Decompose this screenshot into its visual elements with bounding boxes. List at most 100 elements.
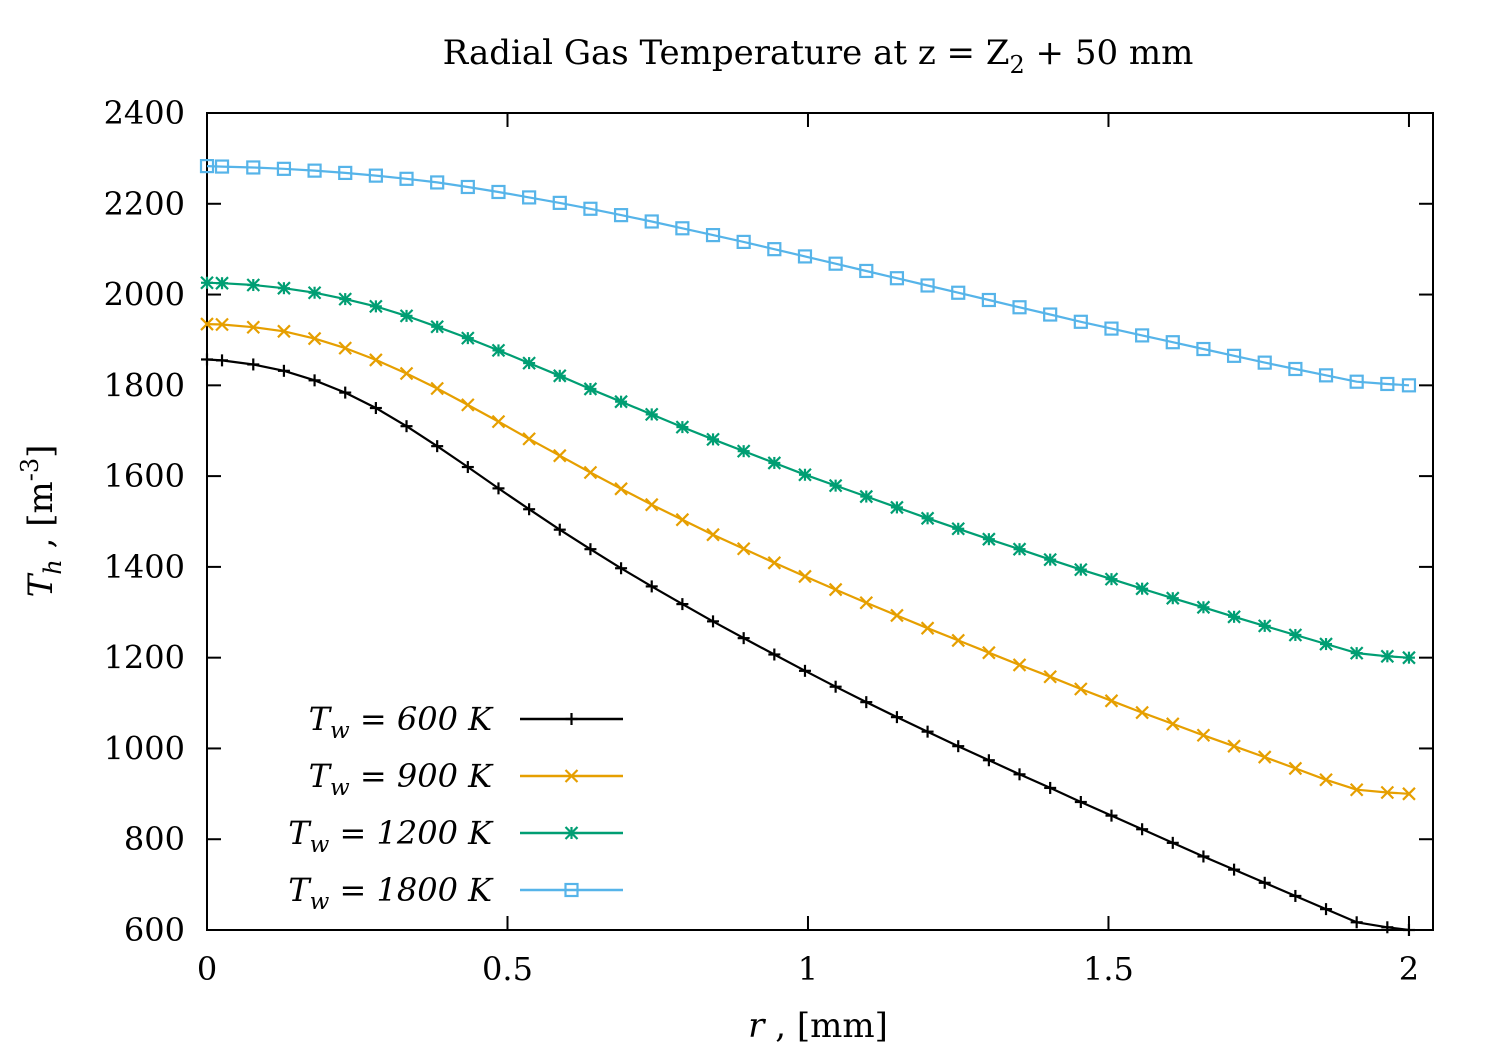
y-tick-label: 2000 [104, 276, 185, 314]
legend-item: Tw = 900 K [309, 757, 623, 801]
data-point [644, 214, 659, 229]
x-tick-label: 0 [197, 950, 217, 988]
data-point [552, 369, 567, 383]
data-point [614, 482, 628, 496]
y-tick-label: 1200 [104, 639, 185, 677]
data-point [1105, 809, 1118, 822]
data-point [767, 556, 782, 570]
data-point [920, 278, 935, 293]
data-point [491, 343, 506, 358]
data-point [583, 465, 598, 480]
y-tick-label: 1400 [104, 548, 185, 586]
data-point [889, 271, 905, 286]
data-point [491, 184, 506, 200]
data-point [1258, 876, 1271, 889]
data-point [1380, 376, 1395, 392]
data-point [705, 227, 721, 243]
data-point [1319, 637, 1333, 651]
data-point [492, 482, 505, 495]
data-point [1104, 321, 1119, 336]
data-point [338, 341, 353, 355]
legend-marker [564, 826, 579, 840]
data-point [522, 356, 536, 370]
legend-label: Tw = 1200 K [288, 814, 494, 858]
y-axis: 600 800 1000 1200 1400 1600 1800 2000 2200 2400 [104, 94, 1433, 949]
data-point [828, 582, 843, 597]
legend-item: Tw = 1200 K [288, 814, 623, 858]
data-point [1227, 739, 1241, 753]
data-point [246, 278, 261, 292]
legend-item: Tw = 600 K [309, 700, 623, 744]
data-point [1228, 863, 1241, 876]
data-point [615, 562, 628, 575]
data-point [890, 711, 903, 724]
data-point [798, 569, 812, 584]
data-point [675, 420, 690, 434]
data-point [461, 331, 475, 345]
data-point [338, 165, 353, 181]
data-point [430, 320, 444, 334]
data-point [1196, 600, 1211, 615]
data-point [890, 608, 904, 623]
data-point [675, 221, 690, 236]
x-tick-label: 2 [1399, 950, 1419, 988]
data-point [707, 615, 720, 628]
y-tick-label: 1000 [104, 729, 185, 767]
data-point [828, 256, 843, 271]
data-point [1135, 705, 1149, 720]
data-point [1349, 646, 1364, 660]
data-point [369, 402, 382, 415]
data-point [200, 317, 214, 331]
data-point [1349, 782, 1364, 797]
x-tick-label: 0.5 [482, 950, 533, 988]
data-point [307, 163, 322, 178]
y-tick-label: 1800 [104, 366, 185, 404]
data-point [828, 478, 843, 493]
data-point [552, 448, 567, 463]
data-point [399, 171, 414, 186]
data-point [952, 740, 965, 753]
y-axis-label: Th , [m-3] [16, 445, 67, 598]
data-point [767, 456, 782, 470]
data-point [583, 201, 598, 216]
plot-area [199, 159, 1417, 936]
data-point [1288, 628, 1303, 642]
y-tick-label: 2400 [104, 94, 185, 132]
data-point [247, 358, 260, 371]
data-point [1402, 787, 1416, 801]
data-point [798, 467, 812, 482]
data-point [951, 521, 966, 536]
data-point [644, 407, 659, 422]
data-point [798, 664, 811, 677]
data-point [216, 354, 229, 367]
chart-title: Radial Gas Temperature at z = Z2 + 50 mm [443, 33, 1194, 79]
data-point [199, 159, 215, 174]
legend-label: Tw = 1800 K [288, 871, 494, 915]
data-point [706, 432, 720, 447]
data-point [369, 353, 383, 367]
data-point [1043, 552, 1057, 567]
data-point [1381, 921, 1394, 934]
data-point [1073, 314, 1088, 329]
data-point [1349, 374, 1364, 389]
data-point [1257, 750, 1272, 764]
data-point [1165, 717, 1180, 731]
y-tick-label: 800 [124, 820, 185, 858]
data-point [1104, 694, 1119, 708]
data-point [1320, 903, 1333, 916]
data-point [767, 242, 782, 257]
data-point [583, 382, 598, 396]
x-axis: 0 0.5 1 1.5 2 [197, 113, 1419, 988]
legend-item: Tw = 1800 K [288, 871, 623, 915]
data-point [522, 432, 536, 446]
data-point [1402, 650, 1416, 665]
data-point [399, 309, 414, 323]
data-point [1318, 368, 1334, 383]
data-point [522, 190, 537, 205]
data-point [246, 160, 261, 175]
series-1 [201, 353, 1415, 936]
data-point [430, 175, 445, 190]
data-point [308, 374, 321, 387]
y-tick-label: 2200 [104, 185, 185, 223]
legend-label: Tw = 600 K [309, 700, 494, 744]
